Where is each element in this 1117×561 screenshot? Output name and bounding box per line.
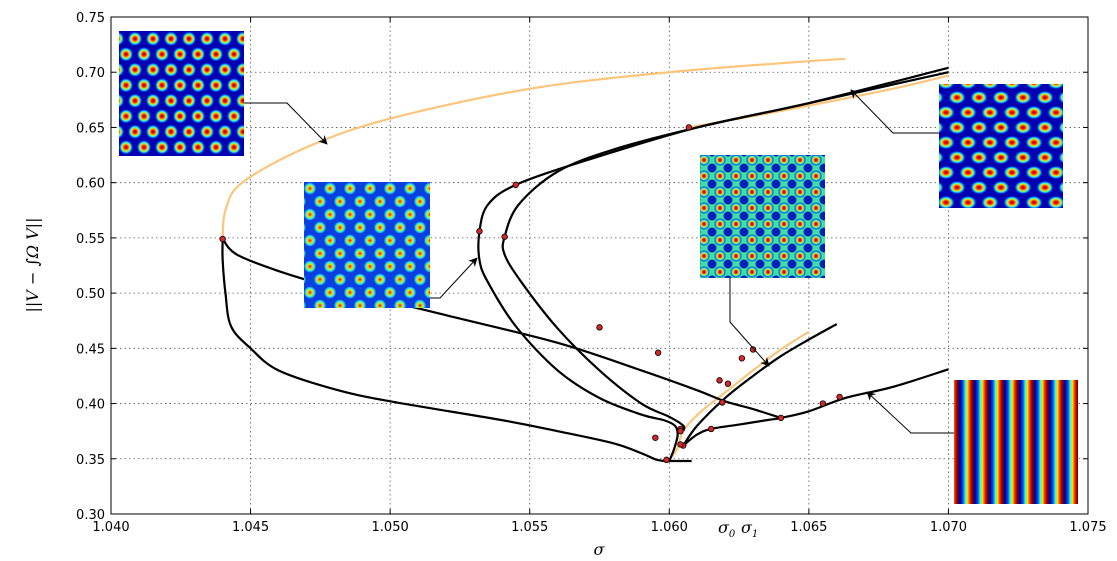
bifurcation-point (654, 349, 662, 356)
inset-images (119, 31, 1078, 504)
sigma-0-label: σ0 (718, 518, 736, 540)
unstable-branch-line (665, 330, 810, 462)
y-axis-label: ||V − ∫Ω V|| (23, 218, 42, 313)
inset-hexagons-right (939, 84, 1063, 208)
stable-branch-line (501, 71, 949, 432)
bifurcation-point (501, 233, 508, 240)
x-tick-label: 1.055 (511, 520, 548, 535)
bifurcation-point (512, 181, 519, 189)
stable-branch-line (221, 238, 782, 419)
y-tick-label: 0.70 (76, 66, 105, 81)
grid-lines (111, 17, 1088, 514)
x-tick-label: 1.050 (372, 520, 409, 535)
annotation-arrows (244, 89, 954, 434)
bifurcation-point (749, 346, 757, 353)
y-tick-label: 0.35 (76, 453, 105, 468)
x-tick-label: 1.060 (651, 520, 688, 535)
inset-square-lattice (700, 155, 825, 278)
x-tick-label: 1.045 (232, 520, 269, 535)
x-tick-label: 1.065 (790, 520, 827, 535)
bifurcation-point (652, 434, 659, 441)
bifurcation-point (476, 228, 483, 235)
bifurcation-points (219, 124, 843, 464)
y-tick-label: 0.60 (76, 177, 105, 192)
arrow-to-orange-branch (244, 102, 328, 145)
stable-branch-line (682, 368, 949, 447)
inset-hexagons-top-left (119, 31, 244, 156)
bifurcation-point (677, 427, 684, 435)
stable-branch-line (221, 238, 664, 463)
arrow-to-square-branch (729, 278, 770, 367)
x-axis-label: σ (594, 540, 606, 559)
arrow-to-mixed-branch (430, 257, 478, 299)
bifurcation-point (677, 441, 684, 448)
inset-mixed-spots (304, 182, 430, 308)
sigma-1-label: σ1 (741, 518, 758, 540)
x-axis-ticks: 1.040 1.045 1.050 1.055 1.060 1.065 1.070 1.075 (92, 17, 1107, 535)
y-tick-label: 0.75 (76, 11, 105, 26)
unstable-branch-line (221, 57, 846, 240)
bifurcation-point (777, 414, 785, 422)
y-tick-label: 0.55 (76, 232, 105, 247)
bifurcation-point (707, 425, 715, 433)
stable-branch-line (682, 323, 838, 447)
y-axis-ticks: 0.30 0.35 0.40 0.45 0.50 0.55 0.60 0.65 0.70 0.75 (76, 11, 1088, 523)
bifurcation-point (663, 456, 670, 464)
bifurcation-point (719, 399, 726, 406)
bifurcation-point (836, 393, 843, 401)
bifurcation-point (819, 400, 827, 407)
plot-frame (110, 16, 1089, 515)
sigma-annotations: σ0 σ1 (718, 518, 758, 540)
y-tick-label: 0.45 (76, 342, 105, 357)
y-tick-label: 0.40 (76, 398, 105, 413)
y-tick-label: 0.30 (76, 508, 105, 523)
bifurcation-point (685, 124, 693, 131)
stable-branch-line (477, 66, 949, 462)
inset-stripes (954, 380, 1078, 504)
x-tick-label: 1.040 (92, 520, 129, 535)
arrow-to-hex-branch (850, 89, 939, 134)
x-tick-label: 1.070 (930, 520, 967, 535)
bifurcation-point (738, 355, 746, 362)
x-tick-label: 1.075 (1069, 520, 1106, 535)
y-tick-label: 0.65 (76, 121, 105, 136)
bifurcation-point (716, 377, 723, 384)
bifurcation-point (724, 380, 732, 387)
arrow-to-stripe-branch (866, 391, 954, 434)
bifurcation-point (219, 235, 226, 243)
bifurcation-point (596, 324, 603, 331)
y-tick-label: 0.50 (76, 287, 105, 302)
